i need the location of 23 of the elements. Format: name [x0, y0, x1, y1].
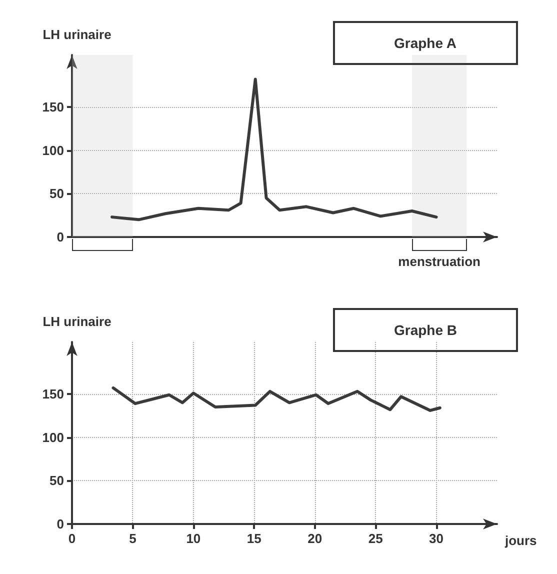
chart-title: Graphe B — [394, 322, 457, 338]
y-tick-label: 0 — [56, 230, 64, 244]
x-tick-label: 30 — [429, 531, 444, 546]
chart-title: Graphe A — [394, 35, 456, 51]
y-tick-label: 100 — [42, 142, 64, 158]
line-series — [112, 386, 442, 412]
y-axis-title: LH urinaire — [42, 314, 112, 329]
line-series — [110, 78, 438, 222]
x-tick-label: 20 — [308, 531, 322, 546]
y-tick-label: 150 — [42, 386, 64, 402]
x-tick-label: 10 — [186, 531, 201, 546]
y-tick-label: 150 — [42, 100, 64, 114]
y-tick-label: 0 — [56, 516, 64, 532]
band-label: menstruation — [398, 254, 481, 269]
x-tick-label: 0 — [68, 531, 76, 546]
x-tick-label: 5 — [129, 531, 136, 546]
y-tick-label: 50 — [50, 186, 64, 202]
x-tick-label: 25 — [368, 531, 383, 546]
y-axis-title: LH urinaire — [42, 27, 112, 42]
y-tick-label: 100 — [42, 430, 64, 445]
x-axis-title: jours — [504, 533, 537, 548]
x-tick-label: 15 — [246, 531, 262, 546]
y-tick-label: 50 — [50, 473, 64, 488]
